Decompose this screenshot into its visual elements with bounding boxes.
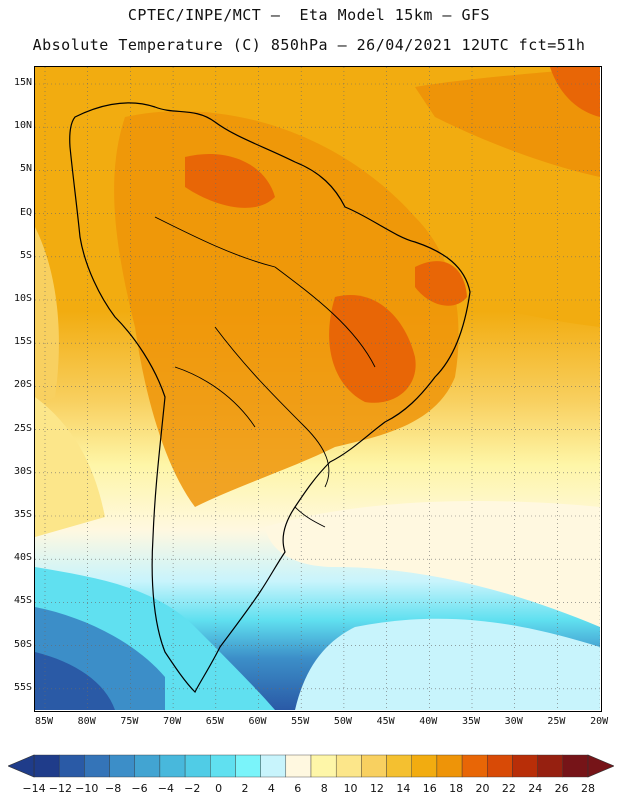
colorbar-cell <box>335 754 362 778</box>
cool-pacific-margin <box>35 227 59 407</box>
colorbar-cell <box>411 754 438 778</box>
colorbar-max-arrow <box>587 754 614 778</box>
colorbar-label: −6 <box>131 782 148 795</box>
lat-label: 30S <box>13 465 32 477</box>
colorbar-cell <box>159 754 186 778</box>
colorbar-cell <box>562 754 589 778</box>
colorbar-min-arrow <box>8 754 35 778</box>
lat-label: 40S <box>13 552 32 564</box>
colorbar-label: 18 <box>449 782 464 795</box>
title-line-1: CPTEC/INPE/MCT – Eta Model 15km – GFS <box>127 6 491 24</box>
colorbar-cell <box>184 754 211 778</box>
lat-label: 10S <box>13 293 32 304</box>
hot-brazil-spot <box>329 295 416 403</box>
colorbar-label: −2 <box>184 782 201 795</box>
colorbar-cell <box>361 754 387 778</box>
lat-label: 10N <box>13 120 32 132</box>
lon-label: 20W <box>590 716 609 727</box>
colorbar-label: −10 <box>75 782 99 795</box>
cold-south-atlantic <box>295 618 600 710</box>
temperature-map <box>34 66 602 712</box>
colorbar-cell <box>235 754 261 778</box>
colorbar-label: 6 <box>294 782 302 795</box>
lat-label: 50S <box>13 638 32 650</box>
lon-label: 50W <box>333 716 352 727</box>
cool-pacific-band <box>35 397 105 537</box>
colorbar-label: 8 <box>320 782 328 795</box>
colorbar-label: −14 <box>22 782 46 795</box>
colorbar-cell <box>512 754 538 778</box>
lat-label: 45S <box>13 595 32 607</box>
colorbar-label: −12 <box>48 782 72 795</box>
colorbar-label: 28 <box>581 782 595 795</box>
colorbar-label: 22 <box>501 782 516 795</box>
lon-label: 60W <box>248 716 267 727</box>
map-svg <box>35 67 601 710</box>
colorbar-label: 24 <box>528 782 543 795</box>
colorbar-label: 14 <box>396 782 411 795</box>
lat-label: 5N <box>19 163 32 175</box>
lon-label: 45W <box>376 716 395 727</box>
lat-label: 15N <box>13 77 32 88</box>
continent-warm-zone <box>114 111 459 507</box>
colorbar-cell <box>285 754 312 778</box>
colorbar-cell <box>260 754 287 778</box>
colorbar-label: −8 <box>105 782 122 795</box>
lon-label: 55W <box>291 716 310 727</box>
lon-label: 40W <box>419 716 438 727</box>
title-line-2: Absolute Temperature (C) 850hPa – 26/04/… <box>32 36 586 54</box>
colorbar <box>8 754 614 778</box>
colorbar-cell <box>84 754 110 778</box>
colorbar-cell <box>436 754 463 778</box>
colorbar-label: 2 <box>241 782 249 795</box>
coastline <box>69 102 471 694</box>
hot-north-spot <box>185 153 275 208</box>
coldest-region <box>35 652 115 710</box>
lon-label: 65W <box>205 716 224 727</box>
colorbar-cell <box>487 754 513 778</box>
colorbar-label: 4 <box>267 782 275 795</box>
lon-label: 75W <box>120 716 139 727</box>
lat-label: 5S <box>19 249 32 261</box>
colorbar-cell <box>58 754 85 778</box>
lat-label: 20S <box>13 379 32 391</box>
colorbar-label: 10 <box>343 782 358 795</box>
lat-label: 35S <box>13 509 32 520</box>
colorbar-cell <box>134 754 161 778</box>
lon-label: 35W <box>461 716 481 727</box>
country-borders <box>154 216 376 528</box>
hot-ocean-spot <box>550 67 600 117</box>
colorbar-label: −4 <box>157 782 174 795</box>
colorbar-label: 12 <box>369 782 384 795</box>
lat-label: 55S <box>13 681 32 693</box>
lat-label: 15S <box>13 336 32 348</box>
colorbar-cell <box>33 754 60 778</box>
hot-northeast-spot <box>415 261 467 306</box>
colorbar-label: 20 <box>475 782 490 795</box>
lon-label: 30W <box>504 716 523 727</box>
colorbar-label: 0 <box>215 782 223 795</box>
warm-ocean-region <box>415 67 600 177</box>
lon-label: 80W <box>77 716 96 727</box>
cool-south-atlantic <box>265 501 600 627</box>
colorbar-cell <box>310 754 337 778</box>
lat-label: EQ <box>19 206 32 218</box>
colorbar-cell <box>109 754 135 778</box>
lon-label: 70W <box>163 716 182 727</box>
colorbar-cell <box>386 754 412 778</box>
lat-label: 25S <box>13 422 32 434</box>
colorbar-label: 26 <box>554 782 569 795</box>
colorbar-cell <box>210 754 236 778</box>
colorbar-label: 16 <box>422 782 437 795</box>
lon-label: 25W <box>547 716 566 727</box>
lon-label: 85W <box>34 716 54 727</box>
colorbar-cell <box>537 754 564 778</box>
colorbar-cell <box>461 754 488 778</box>
